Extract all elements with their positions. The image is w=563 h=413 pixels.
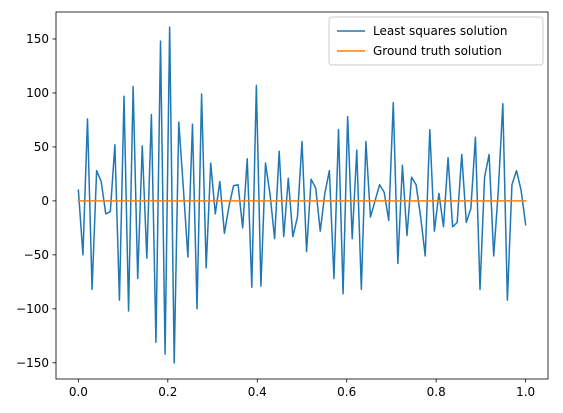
series-line-1 xyxy=(77,26,527,364)
x-tick-label: 0.6 xyxy=(337,385,356,399)
x-axis: 0.0 0.2 0.4 0.6 0.8 1.0 xyxy=(69,379,535,399)
y-axis: −150 −100 −50 0 50 100 150 xyxy=(16,32,56,370)
legend-label: Ground truth solution xyxy=(373,44,502,58)
plot-content xyxy=(77,26,527,364)
x-tick-label: 0.0 xyxy=(69,385,88,399)
y-tick-label: 0 xyxy=(41,194,49,208)
x-tick-label: 0.4 xyxy=(248,385,267,399)
x-tick-label: 0.2 xyxy=(158,385,177,399)
y-tick-label: −100 xyxy=(16,302,49,316)
y-tick-label: −50 xyxy=(24,248,49,262)
y-tick-label: −150 xyxy=(16,356,49,370)
y-tick-label: 150 xyxy=(26,32,49,46)
x-tick-label: 1.0 xyxy=(516,385,535,399)
x-tick-label: 0.8 xyxy=(427,385,446,399)
legend-box xyxy=(328,16,544,66)
y-tick-label: 50 xyxy=(34,140,49,154)
legend-label: Least squares solution xyxy=(373,24,507,38)
legend: Least squares solution Ground truth solut… xyxy=(328,16,544,66)
plot-frame xyxy=(55,11,549,380)
y-tick-label: 100 xyxy=(26,86,49,100)
